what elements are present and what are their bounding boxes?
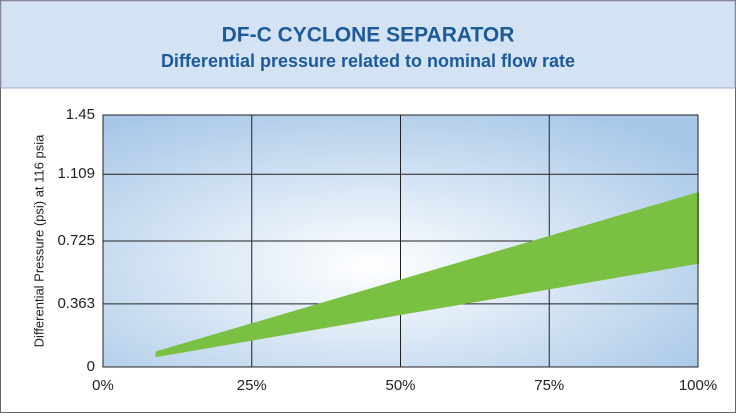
x-tick-label: 0% bbox=[92, 377, 114, 394]
x-tick-label: 100% bbox=[679, 377, 717, 394]
y-tick-label: 1.109 bbox=[57, 165, 95, 182]
chart-title: DF-C CYCLONE SEPARATOR bbox=[222, 24, 515, 47]
x-tick-label: 50% bbox=[385, 377, 415, 394]
x-tick-label: 75% bbox=[534, 377, 564, 394]
x-tick-label: 25% bbox=[237, 377, 267, 394]
chart-subtitle: Differential pressure related to nominal… bbox=[161, 51, 575, 71]
y-tick-label: 1.45 bbox=[66, 106, 95, 123]
y-tick-label: 0 bbox=[87, 358, 95, 375]
y-axis-label: Differential Pressure (psi) at 116 psia bbox=[31, 134, 46, 347]
header bbox=[0, 0, 736, 89]
y-tick-label: 0.363 bbox=[57, 295, 95, 312]
y-tick-label: 0.725 bbox=[57, 232, 95, 249]
plot-border bbox=[102, 114, 699, 368]
